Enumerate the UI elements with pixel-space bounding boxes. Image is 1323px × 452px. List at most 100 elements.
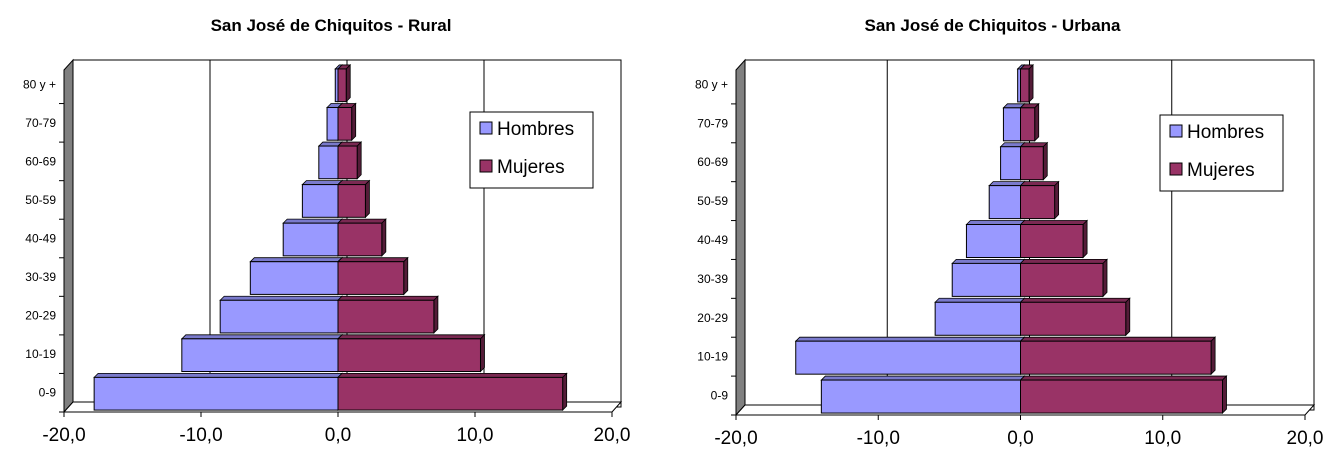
bar-top: [951, 258, 1026, 264]
bar-mujeres: [337, 261, 405, 295]
bar-top: [337, 257, 409, 263]
bar-hombres: [301, 184, 339, 218]
bar-hombres: [282, 222, 339, 257]
bar-mujeres: [337, 184, 366, 218]
bar-top: [337, 218, 387, 224]
bar-mujeres: [1020, 301, 1127, 336]
legend-swatch: [479, 159, 493, 173]
bar-hombres: [988, 185, 1021, 220]
legend: [469, 111, 594, 189]
bar-side: [364, 179, 370, 219]
y-tick-label: 80 y +: [23, 77, 56, 91]
bar-side: [356, 141, 362, 180]
bar-top: [1019, 375, 1228, 381]
y-tick-label: 60-69: [697, 155, 728, 169]
bar-side: [351, 102, 357, 142]
chart-rural: San José de Chiquitos - Rural -20,0 -10,0…: [23, 16, 631, 446]
pyramid-plot: -20,0 -10,0 0,0 10,0 20,0 0-9 10-19 20-29 30-39 4…: [695, 58, 1323, 449]
bar-side: [345, 63, 351, 103]
legend-label: Hombres: [1187, 122, 1264, 143]
side-wall: [63, 58, 74, 414]
y-tick-label: 10-19: [25, 347, 56, 361]
bar-hombres: [1000, 146, 1021, 181]
bar-hombres: [820, 379, 1021, 414]
bar-mujeres: [337, 376, 564, 411]
bar-mujeres: [1020, 185, 1056, 220]
y-tick-label: 0-9: [39, 386, 57, 400]
bar-hombres: [326, 106, 339, 141]
bar-hombres: [965, 224, 1022, 258]
chart-title: San José de Chiquitos - Rural: [210, 16, 452, 35]
y-tick-label: 40-49: [25, 232, 56, 246]
bar-top: [1019, 142, 1049, 148]
bar-hombres: [219, 299, 339, 334]
bar-hombres: [1002, 107, 1021, 142]
bar-hombres: [934, 301, 1021, 336]
legend-swatch: [1169, 162, 1183, 176]
bar-side: [1102, 258, 1108, 298]
bar-side: [403, 256, 409, 296]
bar-hombres: [795, 340, 1021, 375]
bar-top: [180, 334, 343, 340]
bar-hombres: [951, 262, 1021, 297]
bar-mujeres: [1020, 379, 1223, 414]
bar-top: [1019, 297, 1131, 303]
y-tick-label: 70-79: [697, 116, 728, 130]
y-tick-label: 10-19: [697, 350, 728, 364]
bar-mujeres: [337, 299, 435, 334]
bar-top: [93, 372, 343, 378]
y-tick-label: 50-59: [697, 194, 728, 208]
bar-top: [337, 372, 568, 378]
chart-urbana: San José de Chiquitos - Urbana -20,0 -10,…: [662, 0, 1323, 452]
bar-mujeres: [1020, 340, 1212, 375]
bar-mujeres: [337, 145, 358, 180]
bar-side: [381, 218, 387, 257]
y-tick-label: 50-59: [25, 193, 56, 207]
bar-top: [1019, 220, 1089, 225]
legend-swatch: [479, 121, 493, 135]
legend-label: Mujeres: [497, 157, 565, 178]
x-tick-label: -20,0: [42, 425, 85, 446]
bar-mujeres: [1020, 262, 1104, 297]
bar-side: [1054, 180, 1060, 220]
x-tick-label: 20,0: [594, 425, 631, 446]
bar-top: [965, 220, 1026, 225]
bar-top: [1019, 336, 1217, 342]
x-tick-label: 0,0: [1007, 428, 1033, 449]
side-wall: [735, 58, 746, 417]
bar-mujeres: [337, 106, 353, 141]
bar-hombres: [181, 338, 339, 373]
legend-label: Mujeres: [1187, 160, 1255, 181]
y-tick-label: 30-39: [25, 270, 56, 284]
bar-top: [1019, 181, 1060, 187]
y-tick-label: 20-29: [697, 311, 728, 325]
bar-side: [1028, 63, 1034, 103]
bar-top: [337, 334, 486, 340]
bar-mujeres: [1020, 68, 1030, 103]
legend-label: Hombres: [497, 119, 574, 140]
bar-side: [1034, 102, 1040, 142]
chart-title: San José de Chiquitos - Urbana: [864, 16, 1121, 35]
bar-mujeres: [337, 222, 383, 257]
bar-top: [794, 336, 1026, 342]
y-tick-label: 70-79: [25, 116, 56, 130]
x-tick-label: 0,0: [325, 425, 351, 446]
bar-top: [1019, 258, 1108, 264]
bar-top: [282, 218, 343, 224]
bar-mujeres: [1020, 224, 1084, 258]
y-tick-label: 0-9: [711, 389, 729, 403]
y-tick-label: 60-69: [25, 154, 56, 168]
bar-top: [301, 180, 343, 185]
bar-side: [480, 333, 485, 373]
bar-hombres: [93, 376, 339, 411]
x-tick-label: 20,0: [1287, 428, 1323, 449]
x-tick-label: -20,0: [714, 428, 757, 449]
y-tick-label: 80 y +: [695, 77, 728, 91]
bar-top: [337, 295, 439, 301]
bar-mujeres: [1020, 146, 1044, 181]
bar-side: [1042, 141, 1048, 181]
bar-top: [988, 181, 1026, 187]
bar-hombres: [318, 145, 339, 180]
bar-hombres: [249, 261, 339, 295]
